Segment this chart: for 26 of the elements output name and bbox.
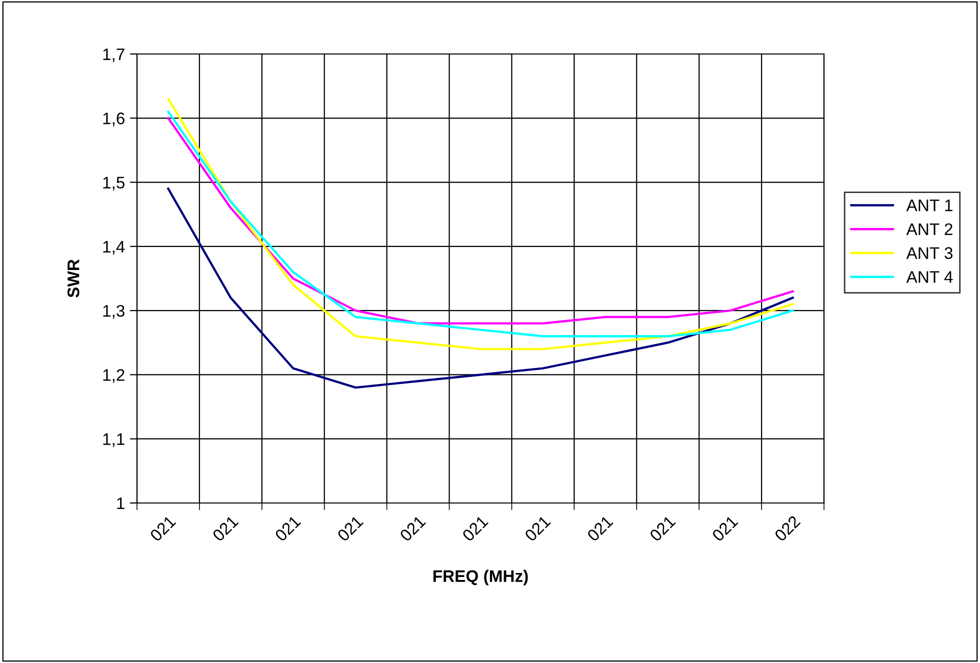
legend-label: ANT 3	[906, 247, 952, 259]
y-axis-title: SWR	[67, 259, 80, 298]
x-axis-title: FREQ (MHz)	[433, 570, 528, 586]
y-tick-label: 1,7	[103, 48, 124, 62]
legend-label: ANT 1	[906, 200, 952, 212]
x-tick-label: 021	[399, 514, 426, 542]
y-tick-label: 1,4	[103, 241, 125, 255]
x-tick-label: 021	[586, 514, 614, 542]
x-tick-label: 021	[149, 514, 176, 542]
x-tick-label: 021	[462, 514, 489, 542]
legend-label: ANT 4	[906, 271, 953, 283]
legend-label: ANT 2	[906, 223, 952, 235]
y-tick-label: 1,1	[103, 433, 124, 448]
x-tick-label: 021	[524, 514, 552, 542]
y-tick-label: 1,2	[103, 369, 124, 383]
x-tick-label: 021	[711, 514, 738, 542]
y-tick-label: 1	[117, 498, 124, 510]
x-tick-label: 022	[774, 515, 801, 542]
x-tick-label: 021	[648, 514, 676, 542]
y-tick-label: 1,5	[103, 176, 124, 190]
x-tick-label: 021	[274, 514, 302, 542]
x-tick-label: 021	[212, 514, 239, 542]
x-tick-label: 021	[336, 514, 364, 542]
y-tick-label: 1,3	[103, 304, 124, 319]
y-tick-label: 1,6	[103, 112, 124, 126]
line-series	[167, 188, 794, 389]
